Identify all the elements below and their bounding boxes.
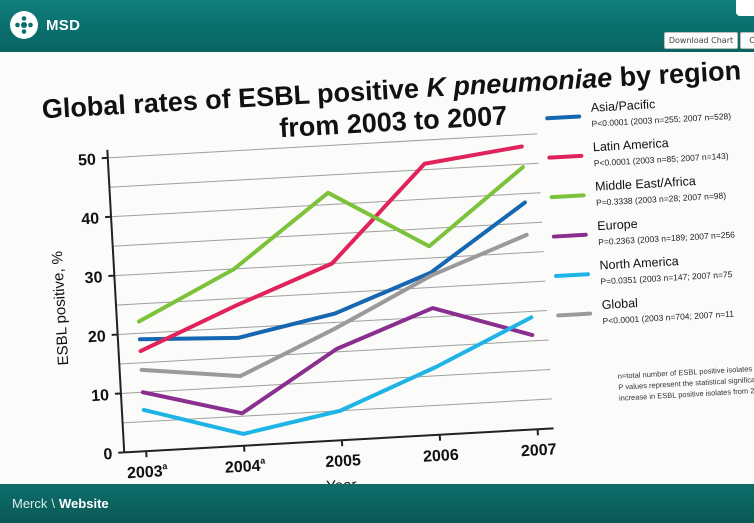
legend-stats: P=0.2363 (2003 n=189; 2007 n=256: [598, 229, 735, 247]
breadcrumb-separator: \: [51, 496, 56, 511]
x-tick-year: 2006: [423, 447, 460, 466]
x-tick-label: 2007: [521, 441, 558, 460]
legend-label: North America: [599, 254, 679, 272]
legend-swatch: [551, 232, 588, 239]
series-line-global: [139, 232, 529, 379]
y-tick-label: 10: [91, 387, 110, 405]
grid-line: [112, 221, 543, 247]
grid-line: [117, 310, 547, 336]
legend-swatch: [556, 311, 593, 318]
legend-swatch: [549, 193, 586, 200]
window-close-icon[interactable]: [736, 0, 754, 16]
x-axis-line: [124, 427, 554, 454]
breadcrumb-website[interactable]: Website: [59, 496, 109, 511]
legend-label: Middle East/Africa: [595, 174, 696, 194]
legend-stats: P<0.0001 (2003 n=85; 2007 n=143): [594, 151, 729, 169]
y-tick-label: 40: [81, 210, 100, 228]
x-tick-label: 2003a: [127, 461, 170, 482]
grid-line: [115, 280, 546, 306]
y-tick-label: 50: [78, 152, 97, 170]
y-axis-line: [106, 149, 126, 453]
legend-label: Latin America: [593, 136, 669, 154]
series-line-north-america: [141, 315, 534, 436]
legend-stats: P<0.0001 (2003 n=255; 2007 n=528): [591, 111, 731, 129]
msd-logo[interactable]: MSD: [10, 11, 80, 39]
grid-line: [111, 192, 541, 218]
legend-stats: P=0.0351 (2003 n=147; 2007 n=75: [600, 269, 733, 286]
legend-swatch: [547, 153, 584, 160]
y-tick-label: 0: [103, 446, 113, 463]
grid-line: [109, 162, 539, 188]
legend-stats: P<0.0001 (2003 n=704; 2007 n=11: [602, 309, 734, 326]
grid-line: [107, 133, 538, 159]
legend-swatch: [554, 272, 591, 278]
chart-slide: [0, 28, 754, 496]
series-line-latin-america: [138, 144, 524, 354]
chart-title-suffix: by region: [611, 55, 741, 92]
legend-swatch: [545, 114, 582, 121]
legend-label: Asia/Pacific: [590, 97, 655, 115]
legend-stats: P=0.3338 (2003 n=28; 2007 n=98): [596, 190, 727, 207]
x-tick-year: 2007: [521, 441, 558, 460]
grid-line: [120, 368, 551, 394]
footer-bar: Merck \ Website: [0, 484, 754, 523]
series-line-middle-east-africa: [136, 165, 525, 324]
x-tick-label: 2006: [423, 447, 460, 466]
breadcrumb-merck[interactable]: Merck: [12, 496, 48, 511]
x-tick-year: 2005: [325, 452, 362, 471]
msd-logo-icon: [10, 11, 38, 39]
y-tick-label: 20: [88, 328, 107, 346]
x-tick-superscript: a: [162, 461, 169, 471]
close-button[interactable]: C: [740, 32, 754, 49]
x-tick-year: 2003: [127, 463, 164, 482]
x-tick-superscript: a: [260, 455, 267, 465]
chart-title-italic: K pneumoniae: [426, 63, 613, 103]
download-chart-button[interactable]: Download Chart: [664, 32, 738, 49]
legend-label: Europe: [597, 217, 638, 233]
chart-group: Global rates of ESBL positive K pneumoni…: [41, 55, 754, 495]
brand-name: MSD: [46, 16, 81, 34]
x-tick-label: 2004a: [224, 455, 267, 476]
series-line-asia-pacific: [137, 200, 527, 342]
x-tick-label: 2005: [325, 452, 362, 471]
series-line-europe: [140, 306, 535, 416]
x-tick-year: 2004: [224, 458, 261, 477]
header-bar: MSD: [0, 0, 754, 52]
y-tick-label: 30: [84, 269, 103, 287]
legend-label: Global: [601, 296, 638, 312]
y-axis-label: ESBL positive, %: [49, 251, 72, 366]
